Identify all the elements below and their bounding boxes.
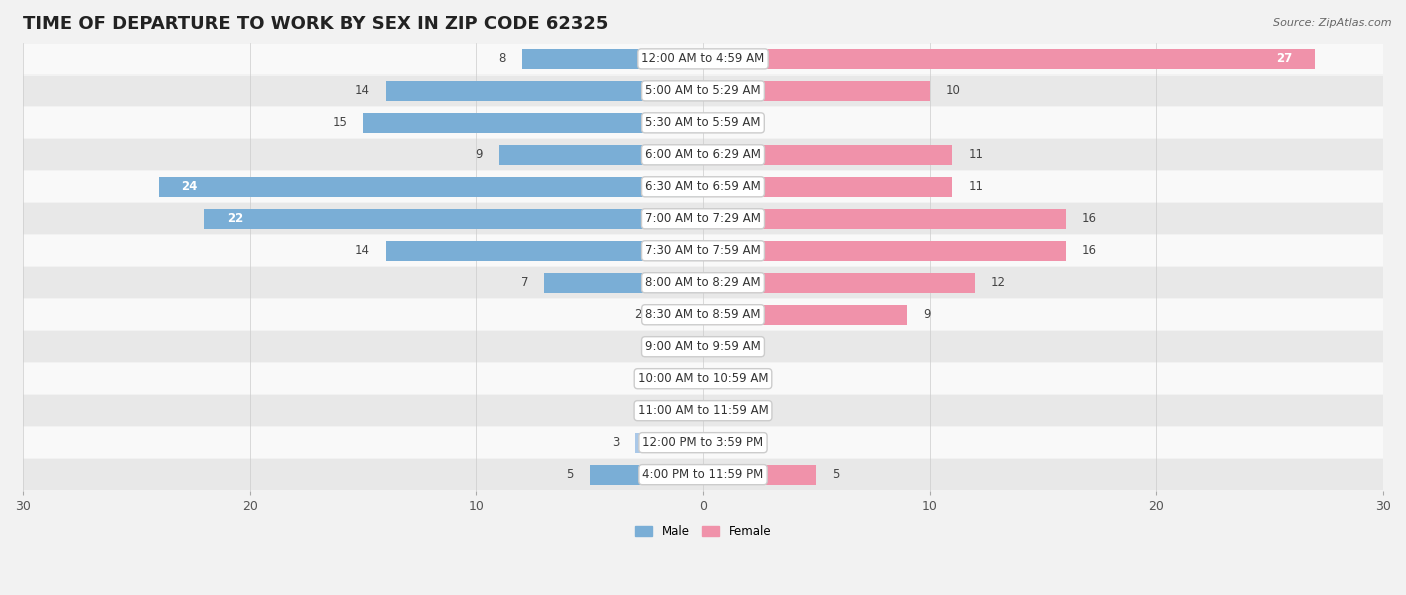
Bar xyxy=(22,364,1384,394)
Bar xyxy=(22,267,1384,298)
Bar xyxy=(522,49,703,69)
Bar xyxy=(703,49,1315,69)
Text: 0: 0 xyxy=(679,404,688,417)
Text: 0: 0 xyxy=(718,404,727,417)
Bar xyxy=(22,236,1384,266)
Bar xyxy=(703,305,907,325)
Text: 6:00 AM to 6:29 AM: 6:00 AM to 6:29 AM xyxy=(645,148,761,161)
Text: 9:00 AM to 9:59 AM: 9:00 AM to 9:59 AM xyxy=(645,340,761,353)
Bar xyxy=(703,113,725,133)
Text: 7:00 AM to 7:29 AM: 7:00 AM to 7:29 AM xyxy=(645,212,761,226)
Text: 9: 9 xyxy=(922,308,931,321)
Text: 16: 16 xyxy=(1081,245,1097,257)
Bar xyxy=(159,177,703,197)
Bar xyxy=(22,108,1384,138)
Bar xyxy=(22,299,1384,330)
Text: 5: 5 xyxy=(567,468,574,481)
Text: 5:00 AM to 5:29 AM: 5:00 AM to 5:29 AM xyxy=(645,84,761,98)
Text: 11:00 AM to 11:59 AM: 11:00 AM to 11:59 AM xyxy=(638,404,768,417)
Text: 9: 9 xyxy=(475,148,484,161)
Text: 22: 22 xyxy=(226,212,243,226)
Bar xyxy=(22,331,1384,362)
Bar xyxy=(703,177,952,197)
Text: 24: 24 xyxy=(181,180,198,193)
Text: 10:00 AM to 10:59 AM: 10:00 AM to 10:59 AM xyxy=(638,372,768,385)
Text: 8:30 AM to 8:59 AM: 8:30 AM to 8:59 AM xyxy=(645,308,761,321)
Bar xyxy=(703,433,725,453)
Bar xyxy=(204,209,703,228)
Bar xyxy=(22,43,1384,74)
Bar xyxy=(703,273,974,293)
Bar xyxy=(703,145,952,165)
Text: 7:30 AM to 7:59 AM: 7:30 AM to 7:59 AM xyxy=(645,245,761,257)
Bar xyxy=(589,465,703,484)
Bar xyxy=(499,145,703,165)
Text: 16: 16 xyxy=(1081,212,1097,226)
Text: 14: 14 xyxy=(354,84,370,98)
Bar xyxy=(22,395,1384,426)
Bar xyxy=(22,171,1384,202)
Bar xyxy=(22,139,1384,170)
Text: 5:30 AM to 5:59 AM: 5:30 AM to 5:59 AM xyxy=(645,117,761,129)
Bar xyxy=(658,305,703,325)
Text: 11: 11 xyxy=(969,180,983,193)
Text: 11: 11 xyxy=(969,148,983,161)
Bar xyxy=(22,459,1384,490)
Text: 0: 0 xyxy=(718,340,727,353)
Text: 5: 5 xyxy=(832,468,839,481)
Bar xyxy=(22,76,1384,107)
Text: 6:30 AM to 6:59 AM: 6:30 AM to 6:59 AM xyxy=(645,180,761,193)
Bar xyxy=(703,209,1066,228)
Text: 0: 0 xyxy=(718,372,727,385)
Bar xyxy=(703,465,817,484)
Bar xyxy=(385,81,703,101)
Text: 2: 2 xyxy=(634,308,641,321)
Text: 27: 27 xyxy=(1277,52,1292,65)
Text: 0: 0 xyxy=(679,340,688,353)
Text: 1: 1 xyxy=(741,117,749,129)
Bar xyxy=(22,203,1384,234)
Text: 12: 12 xyxy=(991,276,1005,289)
Text: 4:00 PM to 11:59 PM: 4:00 PM to 11:59 PM xyxy=(643,468,763,481)
Text: 10: 10 xyxy=(946,84,960,98)
Bar xyxy=(544,273,703,293)
Text: 3: 3 xyxy=(612,436,619,449)
Text: TIME OF DEPARTURE TO WORK BY SEX IN ZIP CODE 62325: TIME OF DEPARTURE TO WORK BY SEX IN ZIP … xyxy=(22,15,609,33)
Text: 1: 1 xyxy=(741,436,749,449)
Text: 12:00 AM to 4:59 AM: 12:00 AM to 4:59 AM xyxy=(641,52,765,65)
Bar xyxy=(363,113,703,133)
Text: 12:00 PM to 3:59 PM: 12:00 PM to 3:59 PM xyxy=(643,436,763,449)
Bar xyxy=(703,241,1066,261)
Text: 15: 15 xyxy=(332,117,347,129)
Legend: Male, Female: Male, Female xyxy=(630,521,776,543)
Text: 0: 0 xyxy=(679,372,688,385)
Bar xyxy=(385,241,703,261)
Bar xyxy=(703,81,929,101)
Text: Source: ZipAtlas.com: Source: ZipAtlas.com xyxy=(1274,18,1392,28)
Text: 8:00 AM to 8:29 AM: 8:00 AM to 8:29 AM xyxy=(645,276,761,289)
Text: 14: 14 xyxy=(354,245,370,257)
Text: 7: 7 xyxy=(522,276,529,289)
Bar xyxy=(22,427,1384,458)
Bar xyxy=(636,433,703,453)
Text: 8: 8 xyxy=(498,52,506,65)
